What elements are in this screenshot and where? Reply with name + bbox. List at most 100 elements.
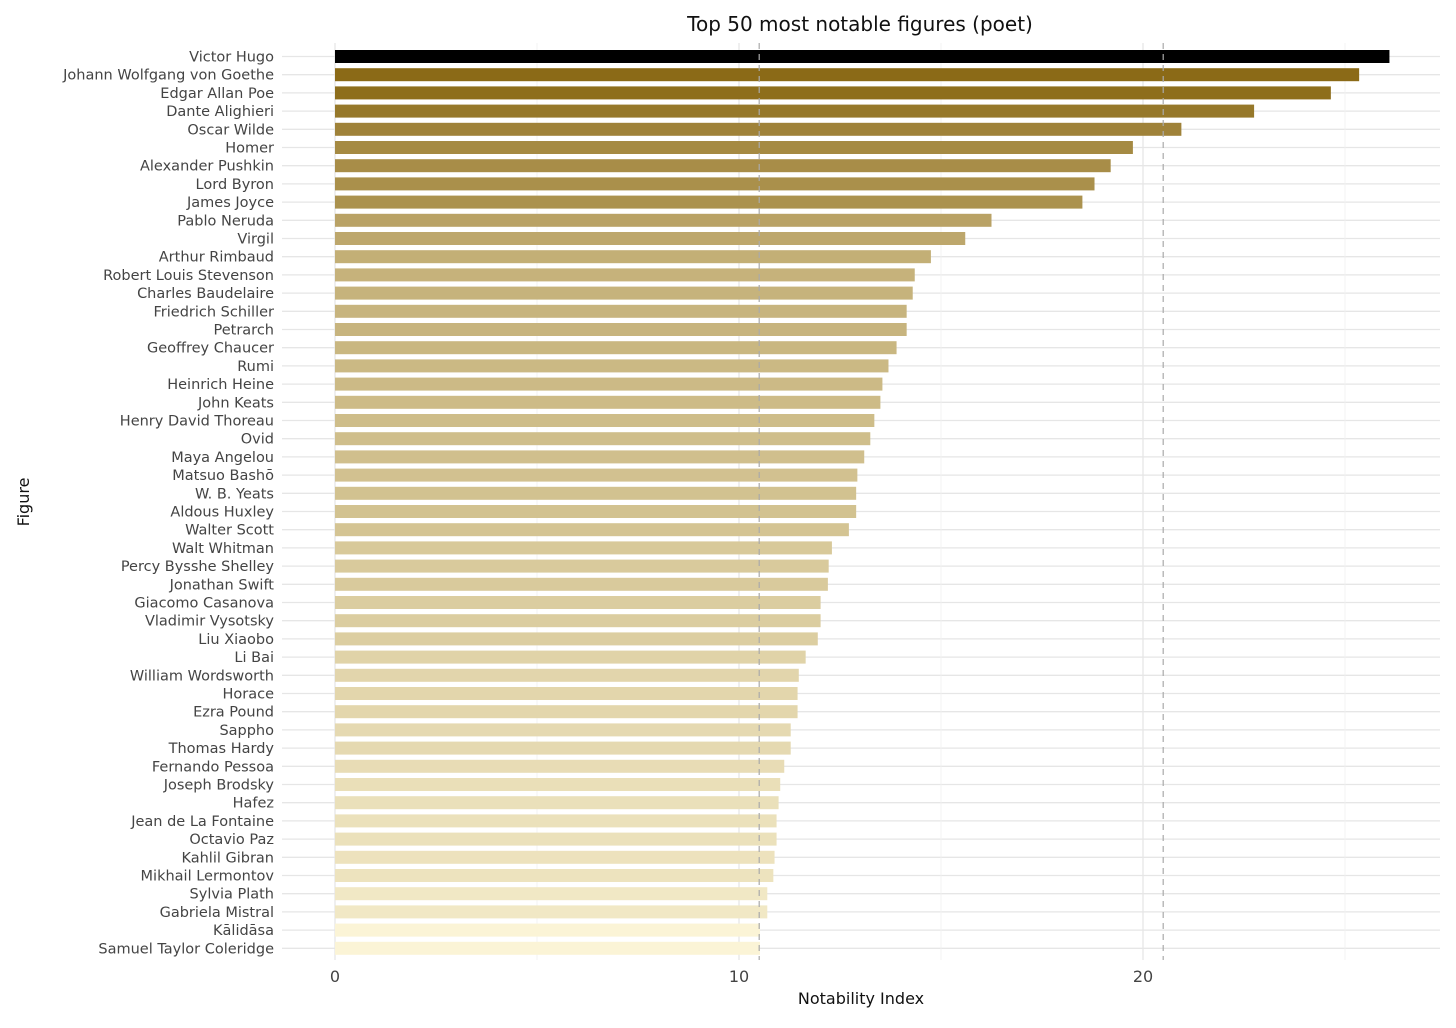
bar xyxy=(335,887,768,901)
y-tick-label: Octavio Paz xyxy=(189,832,274,848)
y-tick-label: Edgar Allan Poe xyxy=(160,86,274,102)
bar xyxy=(335,486,857,500)
bar xyxy=(335,213,992,227)
y-tick-label: Mikhail Lermontov xyxy=(141,869,275,885)
y-tick-label: Sappho xyxy=(219,723,274,739)
y-tick-label: Liu Xiaobo xyxy=(198,632,274,648)
x-tick-labels: 0 10 20 xyxy=(330,967,1153,986)
bar xyxy=(335,523,849,537)
y-tick-label: Petrarch xyxy=(214,323,275,339)
y-tick-label: Li Bai xyxy=(234,650,274,666)
bar xyxy=(335,559,829,573)
y-tick-label: Oscar Wilde xyxy=(187,122,274,138)
bar xyxy=(335,596,821,609)
y-tick-label: Henry David Thoreau xyxy=(120,414,274,430)
bar xyxy=(335,869,774,882)
bar xyxy=(335,759,785,773)
y-axis-title: Figure xyxy=(14,478,33,527)
bar xyxy=(335,50,1390,63)
bar xyxy=(335,923,761,937)
y-tick-label: W. B. Yeats xyxy=(195,486,274,502)
bar xyxy=(335,377,883,391)
bar xyxy=(335,832,777,846)
y-tick-label: Rumi xyxy=(237,359,274,375)
bar xyxy=(335,122,1182,136)
bar xyxy=(335,741,791,755)
y-tick-label: Ezra Pound xyxy=(193,705,274,721)
x-axis-title: Notability Index xyxy=(798,989,924,1008)
y-tick-label: Homer xyxy=(225,141,274,157)
y-tick-label: Friedrich Schiller xyxy=(154,304,275,320)
chart-title: Top 50 most notable figures (poet) xyxy=(686,12,1033,36)
reference-lines xyxy=(758,43,1164,960)
bar xyxy=(335,268,915,282)
y-tick-label: Vladimir Vysotsky xyxy=(145,614,274,630)
bar xyxy=(335,450,865,464)
y-tick-labels: Victor Hugo Johann Wolfgang von Goethe Edg… xyxy=(62,50,274,958)
y-tick-label: Giacomo Casanova xyxy=(134,596,274,612)
y-tick-label: Johann Wolfgang von Goethe xyxy=(62,68,274,84)
y-tick-label: Jean de La Fontaine xyxy=(130,814,274,830)
y-tick-label: Alexander Pushkin xyxy=(140,159,274,175)
y-tick-label: Lord Byron xyxy=(196,177,274,193)
bar xyxy=(335,668,799,682)
y-tick-label: Robert Louis Stevenson xyxy=(103,268,274,284)
bar xyxy=(335,778,781,791)
bar xyxy=(335,796,779,810)
y-tick-label: Aldous Huxley xyxy=(170,505,274,521)
bar xyxy=(335,941,761,955)
y-tick-label: James Joyce xyxy=(186,195,274,211)
y-tick-label: Virgil xyxy=(237,232,274,248)
y-tick-label: Fernando Pessoa xyxy=(152,759,274,775)
y-tick-label: William Wordsworth xyxy=(130,668,274,684)
y-tick-label: Maya Angelou xyxy=(171,450,274,466)
bar xyxy=(335,250,931,264)
bar xyxy=(335,395,881,409)
bar xyxy=(335,705,798,719)
bar xyxy=(335,505,857,518)
y-tick-label: Hafez xyxy=(233,796,274,812)
y-tick-label: Horace xyxy=(222,687,274,703)
y-tick-label: John Keats xyxy=(197,395,274,411)
bar xyxy=(335,141,1133,154)
y-tick-label: Gabriela Mistral xyxy=(160,905,274,921)
y-tick-label: Victor Hugo xyxy=(189,50,274,66)
bar xyxy=(335,432,871,446)
bar xyxy=(335,286,913,300)
y-tick-label: Sylvia Plath xyxy=(190,887,274,903)
y-tick-label: Arthur Rimbaud xyxy=(159,250,274,266)
bar xyxy=(335,359,889,373)
bar xyxy=(335,905,768,919)
bar xyxy=(335,341,897,355)
x-tick-label: 0 xyxy=(330,967,340,986)
bar xyxy=(335,177,1095,191)
y-tick-label: Walt Whitman xyxy=(172,541,274,557)
bar xyxy=(335,414,875,427)
y-tick-label: Geoffrey Chaucer xyxy=(147,341,274,357)
y-tick-label: Matsuo Bashō xyxy=(172,468,274,484)
y-tick-label: Kālidāsa xyxy=(213,923,274,939)
y-tick-label: Samuel Taylor Coleridge xyxy=(98,941,274,957)
y-tick-label: Charles Baudelaire xyxy=(137,286,274,302)
y-tick-label: Thomas Hardy xyxy=(168,741,275,757)
bar xyxy=(335,850,775,864)
bar xyxy=(335,304,907,318)
bar xyxy=(335,723,791,737)
x-tick-label: 10 xyxy=(729,967,749,986)
bar xyxy=(335,86,1331,100)
bar xyxy=(335,577,828,591)
bar xyxy=(335,614,821,628)
bar xyxy=(335,468,858,482)
bar xyxy=(335,632,818,646)
y-tick-label: Heinrich Heine xyxy=(167,377,274,393)
bar xyxy=(335,68,1360,82)
bar xyxy=(335,323,907,336)
bar xyxy=(335,159,1111,173)
y-tick-label: Jonathan Swift xyxy=(169,577,275,593)
bars-layer xyxy=(335,50,1390,955)
y-tick-label: Walter Scott xyxy=(185,523,274,539)
bar xyxy=(335,104,1255,118)
bar xyxy=(335,650,806,664)
